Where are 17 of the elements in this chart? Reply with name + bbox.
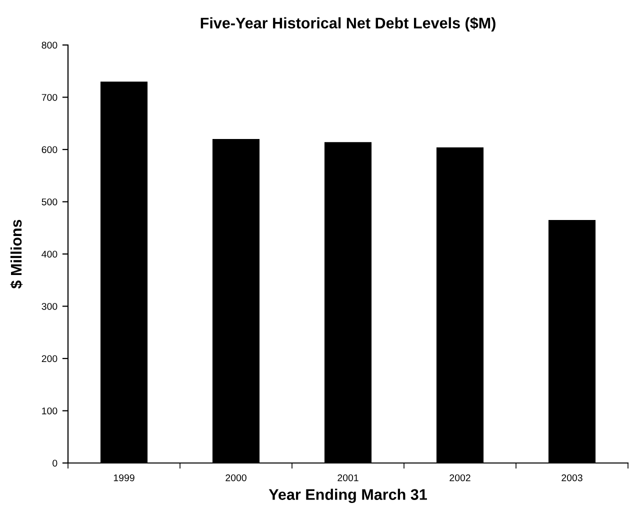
y-tick-label: 0 xyxy=(52,460,58,467)
y-axis-title: $ Millions xyxy=(10,220,23,289)
y-tick-label: 100 xyxy=(42,407,58,414)
y-tick-label: 600 xyxy=(42,146,58,154)
x-axis-title: Year Ending March 31 xyxy=(268,488,427,504)
x-tick-label: 2003 xyxy=(562,474,582,482)
x-tick-label: 2001 xyxy=(338,474,358,482)
x-tick-label: 2002 xyxy=(450,474,470,482)
y-tick-label: 200 xyxy=(42,355,58,362)
y-tick-label: 800 xyxy=(42,42,58,49)
y-tick-label: 300 xyxy=(42,302,58,310)
x-tick-label: 1999 xyxy=(114,474,134,482)
y-tick-label: 400 xyxy=(42,250,58,258)
x-tick-label: 2000 xyxy=(226,474,246,482)
y-tick-label: 700 xyxy=(42,94,58,101)
y-tick-label: 500 xyxy=(42,198,58,206)
chart-title: Five-Year Historical Net Debt Levels ($M) xyxy=(200,16,496,32)
